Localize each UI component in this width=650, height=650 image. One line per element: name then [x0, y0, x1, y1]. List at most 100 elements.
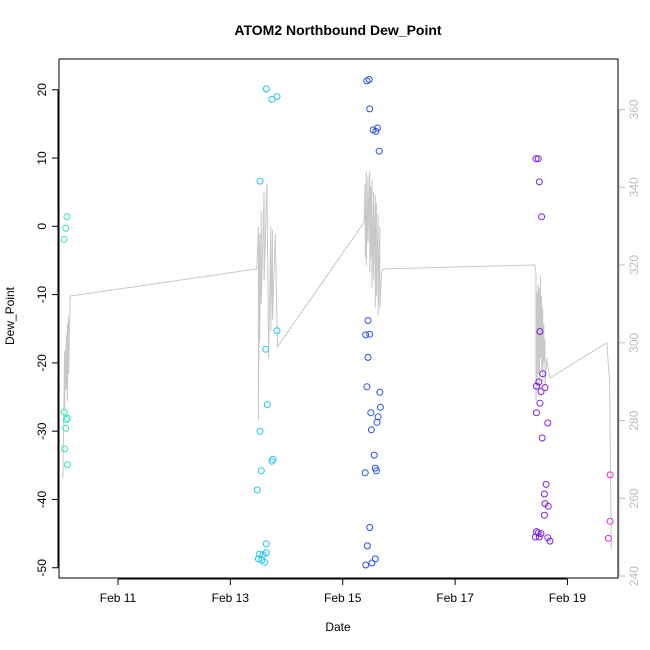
y2-tick-label: 260 — [627, 488, 641, 508]
x-axis-label: Date — [325, 620, 351, 634]
data-point — [257, 467, 265, 475]
x-tick-label: Feb 17 — [436, 591, 474, 605]
data-point — [606, 517, 614, 525]
data-point — [536, 328, 544, 335]
data-point — [62, 224, 70, 232]
y-axis-left: 20 10 0 -10 -20 -30 -40 -50 — [35, 83, 59, 577]
data-point — [256, 550, 264, 558]
data-point — [374, 124, 381, 132]
data-point — [263, 401, 271, 408]
data-point — [374, 413, 382, 421]
y-axis-right: 360 340 320 300 280 260 240 — [618, 99, 641, 586]
y-tick-label: -10 — [35, 286, 49, 304]
data-point — [537, 530, 545, 538]
data-point — [61, 445, 69, 453]
data-point — [372, 467, 380, 475]
data-point — [371, 555, 379, 563]
data-point — [256, 427, 264, 435]
data-point — [606, 471, 614, 479]
chart-title: ATOM2 Northbound Dew_Point — [234, 22, 441, 38]
data-point — [544, 419, 552, 427]
data-point — [538, 434, 546, 442]
data-point — [363, 542, 371, 550]
data-point — [367, 426, 375, 434]
data-point — [535, 378, 543, 386]
data-point — [262, 549, 270, 557]
data-point — [604, 534, 612, 542]
data-point — [364, 353, 372, 361]
data-point — [367, 409, 375, 417]
data-point — [537, 388, 545, 396]
y2-tick-label: 300 — [627, 332, 641, 352]
data-point — [273, 327, 281, 335]
line-series-layer — [62, 171, 612, 549]
data-point — [362, 331, 370, 339]
x-tick-label: Feb 13 — [212, 591, 250, 605]
data-point — [256, 177, 264, 185]
data-point — [63, 213, 71, 221]
data-point — [262, 345, 270, 353]
data-point — [544, 502, 552, 510]
data-point — [362, 561, 370, 569]
data-point — [541, 384, 549, 391]
data-point — [63, 461, 71, 469]
data-point — [361, 469, 369, 477]
data-point — [366, 105, 374, 113]
data-point — [370, 451, 378, 459]
data-point — [366, 524, 374, 531]
data-point — [268, 457, 276, 465]
data-point — [254, 555, 262, 563]
data-point — [372, 127, 380, 135]
data-point — [535, 533, 543, 541]
data-point — [375, 147, 383, 155]
data-point — [376, 403, 384, 411]
data-point — [539, 370, 547, 378]
data-point — [363, 383, 371, 391]
y-tick-label: 10 — [35, 151, 49, 165]
y-tick-label: -30 — [35, 422, 49, 440]
data-point — [540, 511, 548, 519]
data-point — [531, 533, 539, 541]
data-point — [253, 486, 261, 494]
data-point — [262, 540, 270, 548]
plot-frame — [58, 58, 619, 579]
x-axis: Feb 11 Feb 13 Feb 15 Feb 17 Feb 19 — [100, 578, 587, 605]
data-point — [376, 388, 384, 396]
data-point — [532, 155, 540, 163]
y-axis-label: Dew_Point — [3, 286, 17, 345]
data-point — [262, 85, 270, 93]
y-tick-label: -20 — [35, 354, 49, 372]
y2-tick-label: 360 — [627, 99, 641, 119]
data-point — [366, 330, 374, 338]
data-point — [540, 490, 548, 498]
y2-tick-label: 240 — [627, 566, 641, 586]
data-point — [535, 178, 543, 186]
x-tick-label: Feb 15 — [324, 591, 362, 605]
y-tick-label: 0 — [35, 223, 49, 230]
data-point — [363, 77, 371, 85]
x-tick-label: Feb 11 — [100, 591, 137, 605]
y2-tick-label: 340 — [627, 177, 641, 197]
data-point — [546, 537, 554, 545]
y2-tick-label: 280 — [627, 410, 641, 430]
data-point — [533, 382, 540, 390]
y2-tick-label: 320 — [627, 255, 641, 275]
data-point — [60, 235, 68, 243]
data-point — [542, 480, 550, 488]
data-point — [63, 414, 71, 422]
data-point — [261, 558, 269, 566]
data-point — [373, 418, 381, 426]
data-point — [533, 409, 540, 417]
data-point — [538, 213, 546, 221]
x-tick-label: Feb 19 — [549, 591, 587, 605]
data-point — [536, 399, 544, 407]
data-point — [268, 95, 276, 103]
y-tick-label: -50 — [35, 559, 49, 577]
data-point — [534, 155, 542, 163]
line-series-path — [62, 171, 612, 549]
data-point — [62, 416, 70, 424]
data-point — [62, 424, 70, 432]
data-point — [364, 317, 372, 324]
scatter-points-layer — [60, 76, 614, 569]
